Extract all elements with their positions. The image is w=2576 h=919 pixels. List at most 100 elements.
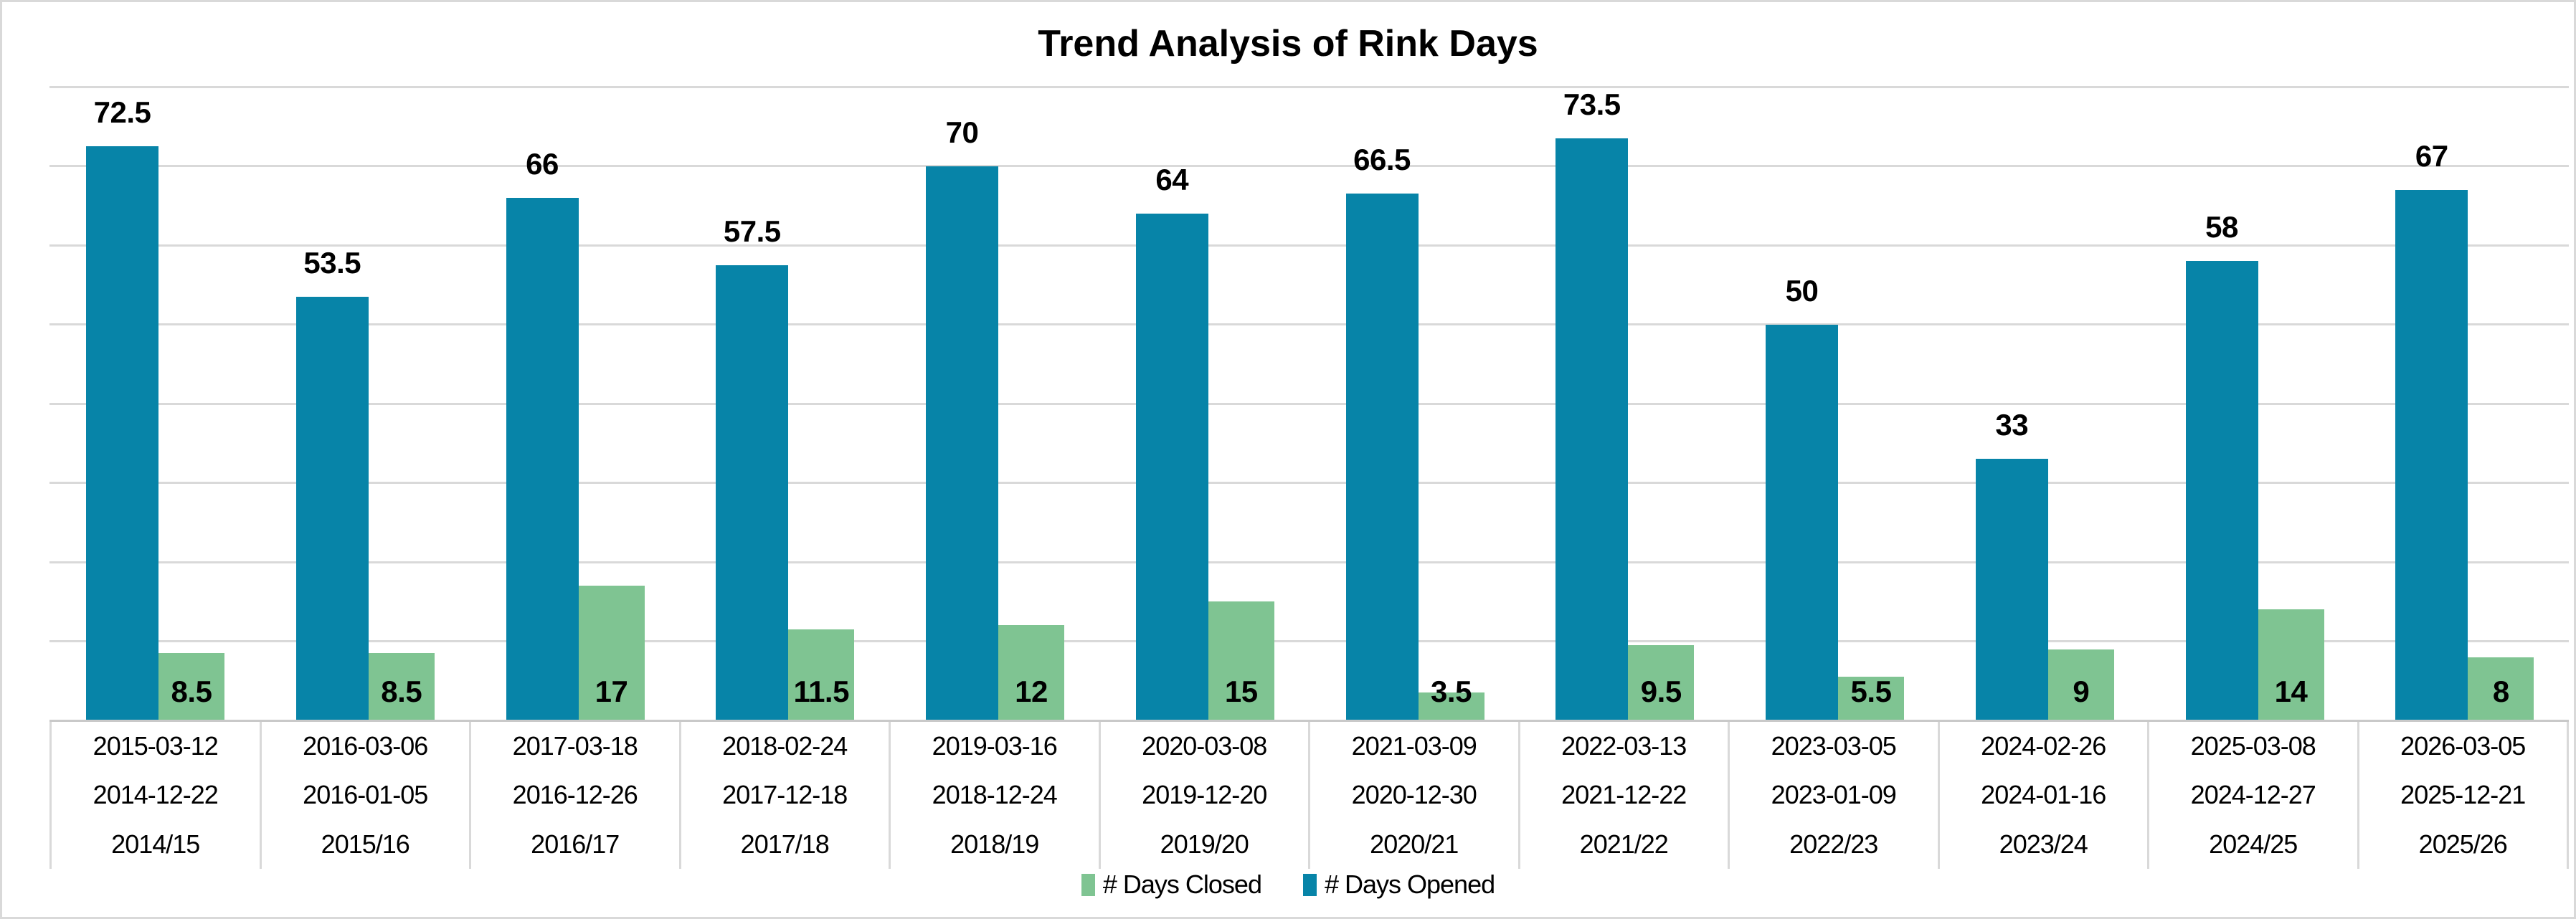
legend: # Days Closed # Days Opened (2, 869, 2574, 900)
bar-group-2015-16: 53.5 8.5 (260, 87, 470, 720)
opened-bar (1345, 194, 1419, 720)
closed-value-label: 8.5 (381, 675, 422, 708)
closed-bar (158, 653, 224, 720)
category-column-2022-23: 2023-03-05 2023-01-09 2022/23 (1728, 722, 1938, 869)
category-column-2020-21: 2021-03-09 2020-12-30 2020/21 (1308, 722, 1518, 869)
closed-bar (788, 629, 855, 720)
end-date-label: 2017-03-18 (512, 731, 638, 761)
opened-value-label: 58 (2205, 210, 2238, 244)
category-column-2023-24: 2024-02-26 2024-01-16 2023/24 (1937, 722, 2148, 869)
gridline-50 (49, 323, 2569, 325)
opened-bar (1555, 138, 1629, 720)
closed-value-label: 17 (595, 675, 628, 708)
season-label: 2020/21 (1370, 829, 1459, 859)
closed-bar (1418, 692, 1484, 720)
start-date-label: 2019-12-20 (1142, 780, 1267, 810)
opened-value-label: 66.5 (1353, 143, 1411, 177)
closed-value-label: 8.5 (171, 675, 212, 708)
plot-area: 72.5 8.5 53.5 8.5 66 17 57.5 11.5 70 12 64 15 66.5 3.… (49, 85, 2569, 720)
season-label: 2022/23 (1789, 829, 1878, 859)
opened-value-label: 64 (1155, 162, 1189, 196)
category-column-2016-17: 2017-03-18 2016-12-26 2016/17 (469, 722, 679, 869)
season-label: 2015/16 (321, 829, 410, 859)
category-column-2018-19: 2019-03-16 2018-12-24 2018/19 (889, 722, 1099, 869)
opened-bar (2395, 189, 2468, 720)
category-column-2017-18: 2018-02-24 2017-12-18 2017/18 (678, 722, 889, 869)
opened-value-label: 66 (526, 146, 559, 181)
bar-group-2025-26: 67 8 (2359, 87, 2569, 720)
legend-swatch-closed-icon (1081, 873, 1095, 896)
opened-bar (716, 265, 789, 720)
closed-bar (2047, 649, 2114, 720)
end-date-label: 2024-02-26 (1981, 731, 2106, 761)
category-column-2019-20: 2020-03-08 2019-12-20 2019/20 (1098, 722, 1309, 869)
opened-bar (1135, 213, 1208, 720)
bar-group-2017-18: 57.5 11.5 (679, 87, 889, 720)
closed-bar (998, 625, 1064, 720)
category-column-2014-15: 2015-03-12 2014-12-22 2014/15 (49, 722, 260, 869)
opened-bar (1975, 459, 2048, 720)
gridline-60 (49, 244, 2569, 247)
opened-value-label: 72.5 (93, 95, 151, 129)
season-label: 2014/15 (111, 829, 200, 859)
gridline-80 (49, 85, 2569, 88)
category-column-2015-16: 2016-03-06 2016-01-05 2015/16 (259, 722, 470, 869)
opened-bar (506, 197, 579, 720)
category-column-2021-22: 2022-03-13 2021-12-22 2021/22 (1517, 722, 1728, 869)
end-date-label: 2018-02-24 (722, 731, 848, 761)
end-date-label: 2019-03-16 (932, 731, 1058, 761)
legend-label-closed: # Days Closed (1102, 870, 1262, 899)
start-date-label: 2025-12-21 (2400, 780, 2526, 810)
bar-group-2014-15: 72.5 8.5 (49, 87, 260, 720)
closed-bar (1628, 645, 1695, 720)
season-label: 2019/20 (1160, 829, 1249, 859)
end-date-label: 2025-03-08 (2190, 731, 2316, 761)
closed-value-label: 3.5 (1431, 675, 1472, 708)
start-date-label: 2018-12-24 (932, 780, 1058, 810)
closed-bar (1838, 677, 1904, 720)
bar-group-2024-25: 58 14 (2149, 87, 2359, 720)
legend-item-opened: # Days Opened (1302, 870, 1495, 900)
bar-group-2019-20: 64 15 (1099, 87, 1310, 720)
season-label: 2023/24 (1999, 829, 2088, 859)
legend-item-closed: # Days Closed (1081, 870, 1262, 900)
closed-value-label: 5.5 (1850, 675, 1892, 708)
closed-bar (578, 586, 645, 720)
start-date-label: 2024-01-16 (1981, 780, 2106, 810)
category-column-2025-26: 2026-03-05 2025-12-21 2025/26 (2357, 722, 2567, 869)
start-date-label: 2016-01-05 (303, 780, 428, 810)
closed-bar (1208, 601, 1274, 720)
closed-bar (2468, 657, 2534, 720)
bar-group-2022-23: 50 5.5 (1729, 87, 1939, 720)
end-date-label: 2022-03-13 (1561, 731, 1687, 761)
end-date-label: 2020-03-08 (1142, 731, 1267, 761)
end-date-label: 2023-03-05 (1771, 731, 1897, 761)
gridline-70 (49, 165, 2569, 167)
closed-value-label: 14 (2274, 675, 2308, 708)
end-date-label: 2016-03-06 (303, 731, 428, 761)
closed-bar (368, 653, 435, 720)
start-date-label: 2016-12-26 (512, 780, 638, 810)
x-axis-line (49, 720, 2569, 722)
start-date-label: 2020-12-30 (1351, 780, 1477, 810)
opened-value-label: 57.5 (723, 214, 781, 248)
season-label: 2021/22 (1579, 829, 1669, 859)
bar-group-2016-17: 66 17 (470, 87, 680, 720)
gridline-10 (49, 640, 2569, 642)
opened-bar (2185, 261, 2258, 720)
opened-bar (1766, 324, 1838, 720)
chart-title: Trend Analysis of Rink Days (1038, 23, 1538, 65)
season-label: 2025/26 (2418, 829, 2508, 859)
end-date-label: 2026-03-05 (2400, 731, 2526, 761)
opened-value-label: 33 (1995, 408, 2029, 442)
start-date-label: 2023-01-09 (1771, 780, 1897, 810)
end-date-label: 2021-03-09 (1351, 731, 1477, 761)
gridline-20 (49, 561, 2569, 563)
opened-value-label: 70 (945, 115, 979, 149)
legend-swatch-opened-icon (1302, 873, 1317, 896)
season-label: 2018/19 (950, 829, 1039, 859)
bar-group-2023-24: 33 9 (1939, 87, 2149, 720)
category-column-2024-25: 2025-03-08 2024-12-27 2024/25 (2147, 722, 2357, 869)
start-date-label: 2024-12-27 (2190, 780, 2316, 810)
